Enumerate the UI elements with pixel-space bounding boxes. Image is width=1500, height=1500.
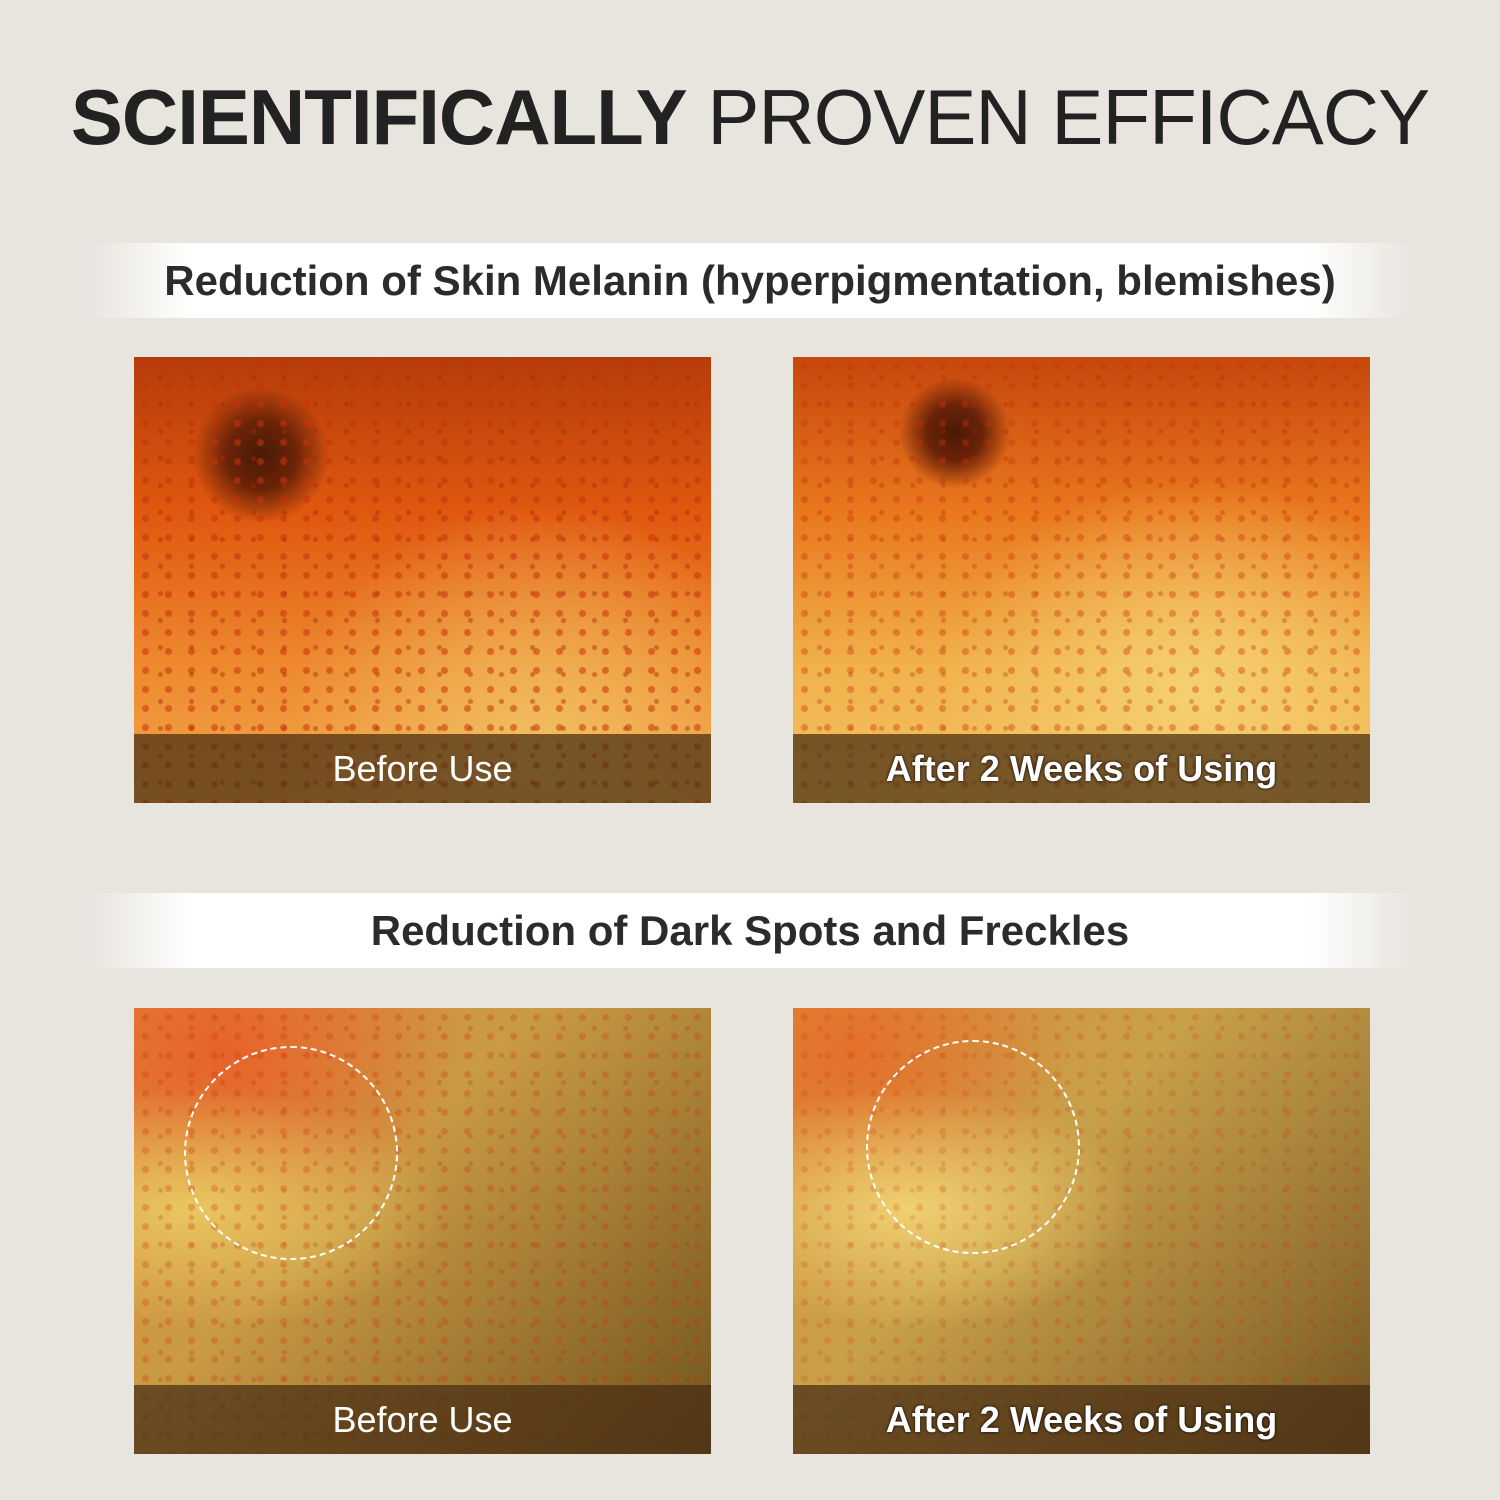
page-title: SCIENTIFICALLY PROVEN EFFICACY — [0, 72, 1500, 163]
before-image-melanin: Before Use — [134, 357, 711, 803]
title-bold: SCIENTIFICALLY — [70, 73, 688, 161]
after-caption: After 2 Weeks of Using — [793, 734, 1370, 803]
dashed-circle-highlight — [184, 1046, 398, 1260]
skin-texture — [793, 357, 1370, 803]
skin-texture — [134, 357, 711, 803]
before-caption: Before Use — [134, 734, 711, 803]
section-heading-dark-spots: Reduction of Dark Spots and Freckles — [85, 893, 1415, 968]
section-heading-melanin: Reduction of Skin Melanin (hyperpigmenta… — [85, 243, 1415, 318]
dashed-circle-highlight — [866, 1040, 1080, 1254]
after-caption: After 2 Weeks of Using — [793, 1385, 1370, 1454]
after-image-melanin: After 2 Weeks of Using — [793, 357, 1370, 803]
after-image-dark-spots: After 2 Weeks of Using — [793, 1008, 1370, 1454]
before-caption: Before Use — [134, 1385, 711, 1454]
before-image-dark-spots: Before Use — [134, 1008, 711, 1454]
title-regular: PROVEN EFFICACY — [707, 73, 1430, 161]
